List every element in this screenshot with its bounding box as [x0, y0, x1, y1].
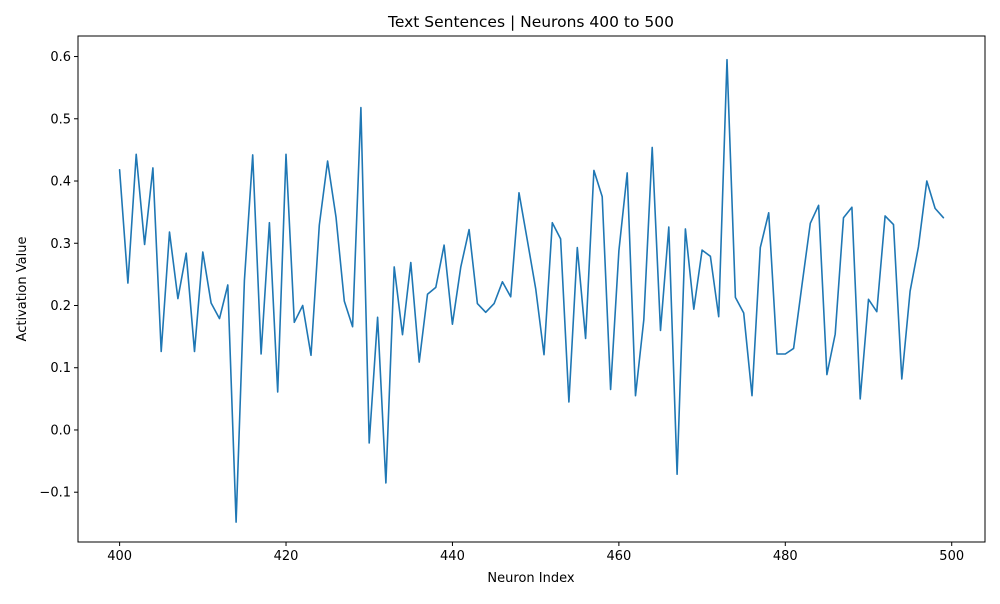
- y-tick-label: 0.4: [50, 175, 71, 190]
- x-axis-ticks: 400 420 440 460 480 500: [107, 542, 964, 564]
- x-tick-label: 480: [773, 549, 798, 564]
- y-tick-label: 0.3: [50, 237, 71, 252]
- series-layer: [118, 58, 945, 523]
- x-tick-label: 500: [939, 549, 964, 564]
- plot-area-frame: [77, 35, 986, 543]
- x-tick-label: 400: [107, 549, 132, 564]
- x-tick-label: 460: [606, 549, 631, 564]
- chart-title: Text Sentences | Neurons 400 to 500: [387, 13, 674, 31]
- x-axis-label: Neuron Index: [487, 571, 574, 586]
- y-tick-label: 0.0: [50, 423, 71, 438]
- x-tick-label: 420: [274, 549, 299, 564]
- y-tick-label: 0.5: [50, 112, 71, 127]
- y-axis-label: Activation Value: [15, 237, 30, 342]
- y-tick-label: −0.1: [39, 486, 71, 501]
- y-tick-label: 0.2: [50, 299, 71, 314]
- x-tick-label: 440: [440, 549, 465, 564]
- series-line: [118, 58, 945, 523]
- y-tick-label: 0.6: [50, 50, 71, 65]
- y-axis-ticks: −0.1 0.0 0.1 0.2 0.3 0.4 0.5 0.6: [39, 50, 78, 501]
- y-tick-label: 0.1: [50, 361, 71, 376]
